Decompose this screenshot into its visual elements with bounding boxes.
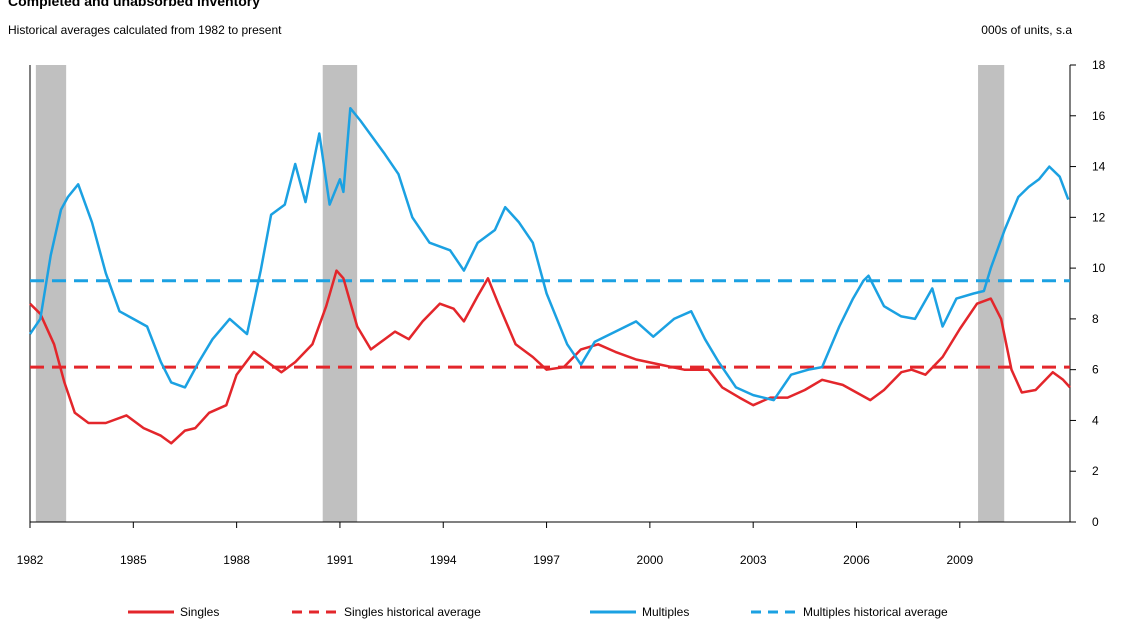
series-line	[29, 269, 1071, 445]
chart-title: Completed and unabsorbed inventory	[8, 0, 260, 9]
y-tick-label: 16	[1092, 109, 1106, 123]
y-tick-label: 18	[1092, 58, 1106, 72]
legend-label: Multiples historical average	[803, 605, 948, 619]
x-tick-label: 1991	[327, 553, 354, 567]
x-tick-label: 1988	[223, 553, 250, 567]
legend-label: Singles	[180, 605, 219, 619]
recession-band	[978, 65, 1005, 522]
legend-label: Singles historical average	[344, 605, 481, 619]
x-tick-label: 1997	[533, 553, 560, 567]
x-tick-label: 2006	[843, 553, 870, 567]
y-tick-label: 6	[1092, 363, 1099, 377]
series-line	[28, 106, 1070, 402]
recession-band	[322, 65, 358, 522]
x-tick-label: 1982	[17, 553, 44, 567]
x-tick-label: 1994	[430, 553, 457, 567]
x-tick-label: 2009	[946, 553, 973, 567]
y-tick-label: 8	[1092, 312, 1099, 326]
x-tick-label: 2000	[637, 553, 664, 567]
y-tick-label: 12	[1092, 210, 1106, 224]
y-tick-label: 4	[1092, 413, 1099, 427]
chart-subtitle: Historical averages calculated from 1982…	[8, 23, 282, 37]
x-tick-label: 1985	[120, 553, 147, 567]
x-tick-label: 2003	[740, 553, 767, 567]
y-tick-label: 0	[1092, 515, 1099, 529]
y-tick-label: 10	[1092, 261, 1106, 275]
y-axis-label: 000s of units, s.a	[981, 23, 1072, 37]
legend-label: Multiples	[642, 605, 689, 619]
y-tick-label: 14	[1092, 160, 1106, 174]
recession-band	[35, 65, 67, 522]
y-tick-label: 2	[1092, 464, 1099, 478]
